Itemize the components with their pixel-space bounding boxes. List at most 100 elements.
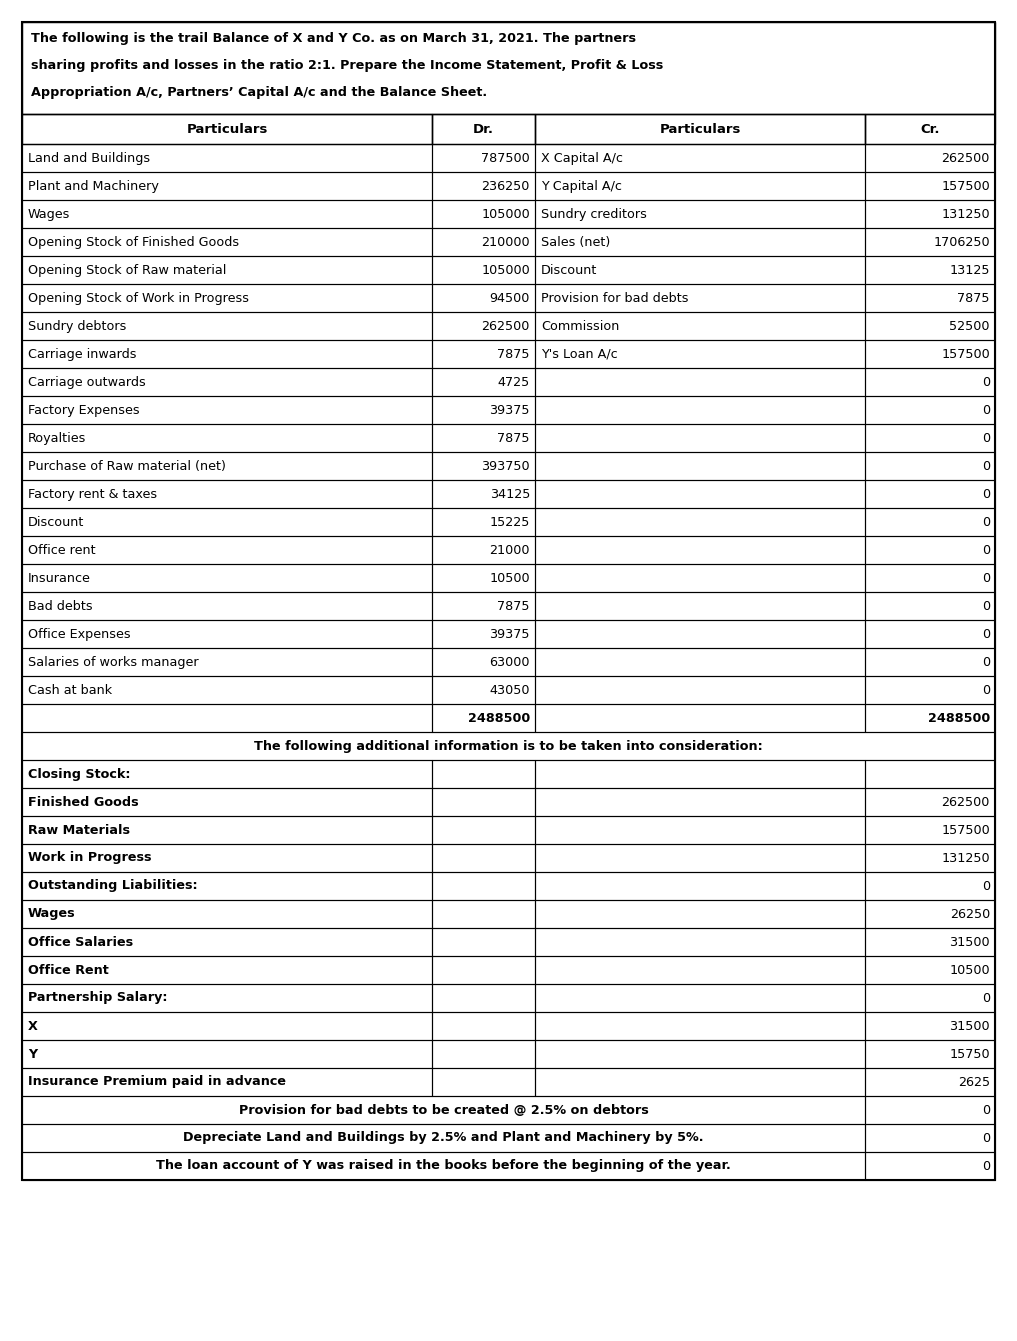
Bar xyxy=(432,843,535,872)
Text: 0: 0 xyxy=(981,515,990,528)
Bar xyxy=(535,284,865,312)
Text: 0: 0 xyxy=(981,656,990,669)
Bar xyxy=(22,172,432,200)
Text: Particulars: Particulars xyxy=(186,122,267,135)
Bar xyxy=(865,872,995,900)
Bar xyxy=(22,760,432,789)
Text: Factory Expenses: Factory Expenses xyxy=(28,404,139,417)
Text: 39375: 39375 xyxy=(489,628,530,641)
Bar xyxy=(22,1124,865,1152)
Bar xyxy=(865,928,995,956)
Bar xyxy=(535,1067,865,1096)
Bar xyxy=(535,928,865,956)
Text: 0: 0 xyxy=(981,460,990,472)
Text: Y's Loan A/c: Y's Loan A/c xyxy=(541,347,617,361)
Text: 1706250: 1706250 xyxy=(934,236,990,248)
Bar xyxy=(535,536,865,565)
Bar xyxy=(22,143,432,172)
Text: Office Expenses: Office Expenses xyxy=(28,628,130,641)
Bar xyxy=(432,341,535,367)
Bar xyxy=(865,789,995,817)
Bar xyxy=(865,228,995,256)
Bar xyxy=(22,1096,865,1124)
Bar xyxy=(432,984,535,1012)
Bar xyxy=(865,1067,995,1096)
Text: 7875: 7875 xyxy=(497,347,530,361)
Text: 0: 0 xyxy=(981,571,990,585)
Bar xyxy=(22,900,432,928)
Text: Land and Buildings: Land and Buildings xyxy=(28,152,151,165)
Bar xyxy=(865,367,995,396)
Bar xyxy=(865,1096,995,1124)
Bar xyxy=(535,984,865,1012)
Text: 157500: 157500 xyxy=(942,180,990,193)
Bar xyxy=(535,480,865,508)
Bar xyxy=(22,1041,432,1067)
Text: 236250: 236250 xyxy=(482,180,530,193)
Text: Opening Stock of Work in Progress: Opening Stock of Work in Progress xyxy=(28,291,249,304)
Bar xyxy=(432,900,535,928)
Bar xyxy=(535,872,865,900)
Bar xyxy=(865,480,995,508)
Bar xyxy=(865,843,995,872)
Bar xyxy=(432,480,535,508)
Bar xyxy=(22,284,432,312)
Bar xyxy=(432,1041,535,1067)
Bar xyxy=(865,676,995,704)
Text: 0: 0 xyxy=(981,880,990,893)
Bar xyxy=(432,676,535,704)
Bar xyxy=(432,312,535,341)
Bar xyxy=(22,928,432,956)
Text: Y Capital A/c: Y Capital A/c xyxy=(541,180,621,193)
Bar xyxy=(865,143,995,172)
Bar xyxy=(865,565,995,591)
Text: Office rent: Office rent xyxy=(28,543,96,557)
Bar xyxy=(432,396,535,424)
Text: 262500: 262500 xyxy=(942,152,990,165)
Bar xyxy=(432,172,535,200)
Text: 26250: 26250 xyxy=(950,908,990,920)
Bar xyxy=(535,956,865,984)
Text: 7875: 7875 xyxy=(497,432,530,444)
Text: 787500: 787500 xyxy=(481,152,530,165)
Bar xyxy=(22,21,995,1180)
Text: Insurance: Insurance xyxy=(28,571,91,585)
Bar xyxy=(865,1012,995,1041)
Text: 0: 0 xyxy=(981,375,990,389)
Text: Discount: Discount xyxy=(28,515,84,528)
Bar xyxy=(22,228,432,256)
Text: Purchase of Raw material (net): Purchase of Raw material (net) xyxy=(28,460,226,472)
Text: Cr.: Cr. xyxy=(920,122,940,135)
Bar xyxy=(535,1012,865,1041)
Text: 31500: 31500 xyxy=(950,1019,990,1033)
Bar xyxy=(22,1067,432,1096)
Bar xyxy=(535,565,865,591)
Text: Provision for bad debts: Provision for bad debts xyxy=(541,291,689,304)
Bar xyxy=(432,536,535,565)
Bar xyxy=(22,620,432,648)
Text: 0: 0 xyxy=(981,684,990,696)
Text: Appropriation A/c, Partners’ Capital A/c and the Balance Sheet.: Appropriation A/c, Partners’ Capital A/c… xyxy=(31,86,487,99)
Text: sharing profits and losses in the ratio 2:1. Prepare the Income Statement, Profi: sharing profits and losses in the ratio … xyxy=(31,59,663,72)
Text: 0: 0 xyxy=(981,1160,990,1172)
Text: Raw Materials: Raw Materials xyxy=(28,823,130,837)
Text: Closing Stock:: Closing Stock: xyxy=(28,767,130,780)
Bar xyxy=(865,1041,995,1067)
Text: Outstanding Liabilities:: Outstanding Liabilities: xyxy=(28,880,197,893)
Text: Finished Goods: Finished Goods xyxy=(28,795,138,809)
Bar xyxy=(865,900,995,928)
Bar xyxy=(535,341,865,367)
Text: 0: 0 xyxy=(981,543,990,557)
Bar xyxy=(535,256,865,284)
Text: Cash at bank: Cash at bank xyxy=(28,684,112,696)
Bar xyxy=(432,284,535,312)
Text: The following is the trail Balance of X and Y Co. as on March 31, 2021. The part: The following is the trail Balance of X … xyxy=(31,32,636,46)
Text: 2488500: 2488500 xyxy=(468,712,530,724)
Bar xyxy=(22,480,432,508)
Text: Wages: Wages xyxy=(28,908,75,920)
Text: Factory rent & taxes: Factory rent & taxes xyxy=(28,488,157,500)
Text: X Capital A/c: X Capital A/c xyxy=(541,152,622,165)
Bar xyxy=(22,1152,865,1180)
Bar xyxy=(432,508,535,536)
Text: Work in Progress: Work in Progress xyxy=(28,852,152,865)
